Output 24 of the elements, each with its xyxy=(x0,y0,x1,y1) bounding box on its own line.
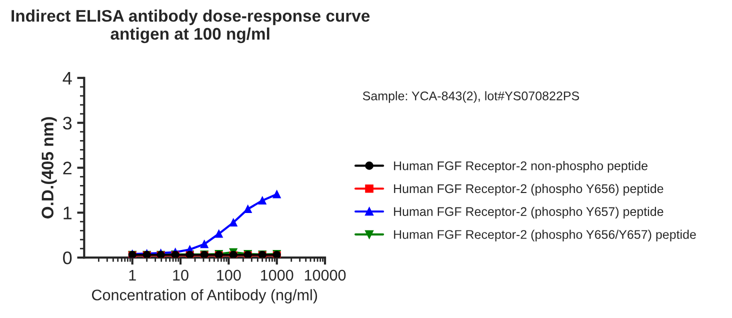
legend-label: Human FGF Receptor-2 (phospho Y656) peptide xyxy=(394,184,664,196)
x-tick-label: 10000 xyxy=(304,270,346,281)
y-axis-title: O.D.(405 nm) xyxy=(41,117,57,218)
point xyxy=(200,240,208,248)
legend-label: Human FGF Receptor-2 (phospho Y657) peptide xyxy=(394,206,664,218)
x-axis-title: Concentration of Antibody (ng/ml) xyxy=(92,289,318,304)
point xyxy=(272,190,281,198)
text: Sample: YCA-843(2), lot#YS070822PS xyxy=(362,91,580,103)
x-tick-label: 100 xyxy=(217,270,241,281)
chart-title: Indirect ELISA antibody dose-response curve antigen at 100 ng/ml xyxy=(12,10,370,44)
legend-label: Human FGF Receptor-2 (phospho Y656/Y657) peptide xyxy=(394,230,696,242)
x-tick-label: 1 xyxy=(129,270,136,280)
point xyxy=(244,205,252,214)
y-tick-label: 0 xyxy=(63,252,72,264)
y-tick-label: 1 xyxy=(64,206,72,220)
point xyxy=(214,230,223,238)
x-tick-label: 10 xyxy=(173,270,188,281)
point xyxy=(258,196,266,205)
legend-label: Human FGF Receptor-2 non-phospho peptide xyxy=(394,161,648,173)
y-tick-label: 2 xyxy=(63,162,72,174)
x-tick-label: 1000 xyxy=(261,270,294,281)
y-tick-label: 3 xyxy=(63,116,72,130)
point xyxy=(229,218,238,227)
y-tick-label: 4 xyxy=(62,72,72,84)
